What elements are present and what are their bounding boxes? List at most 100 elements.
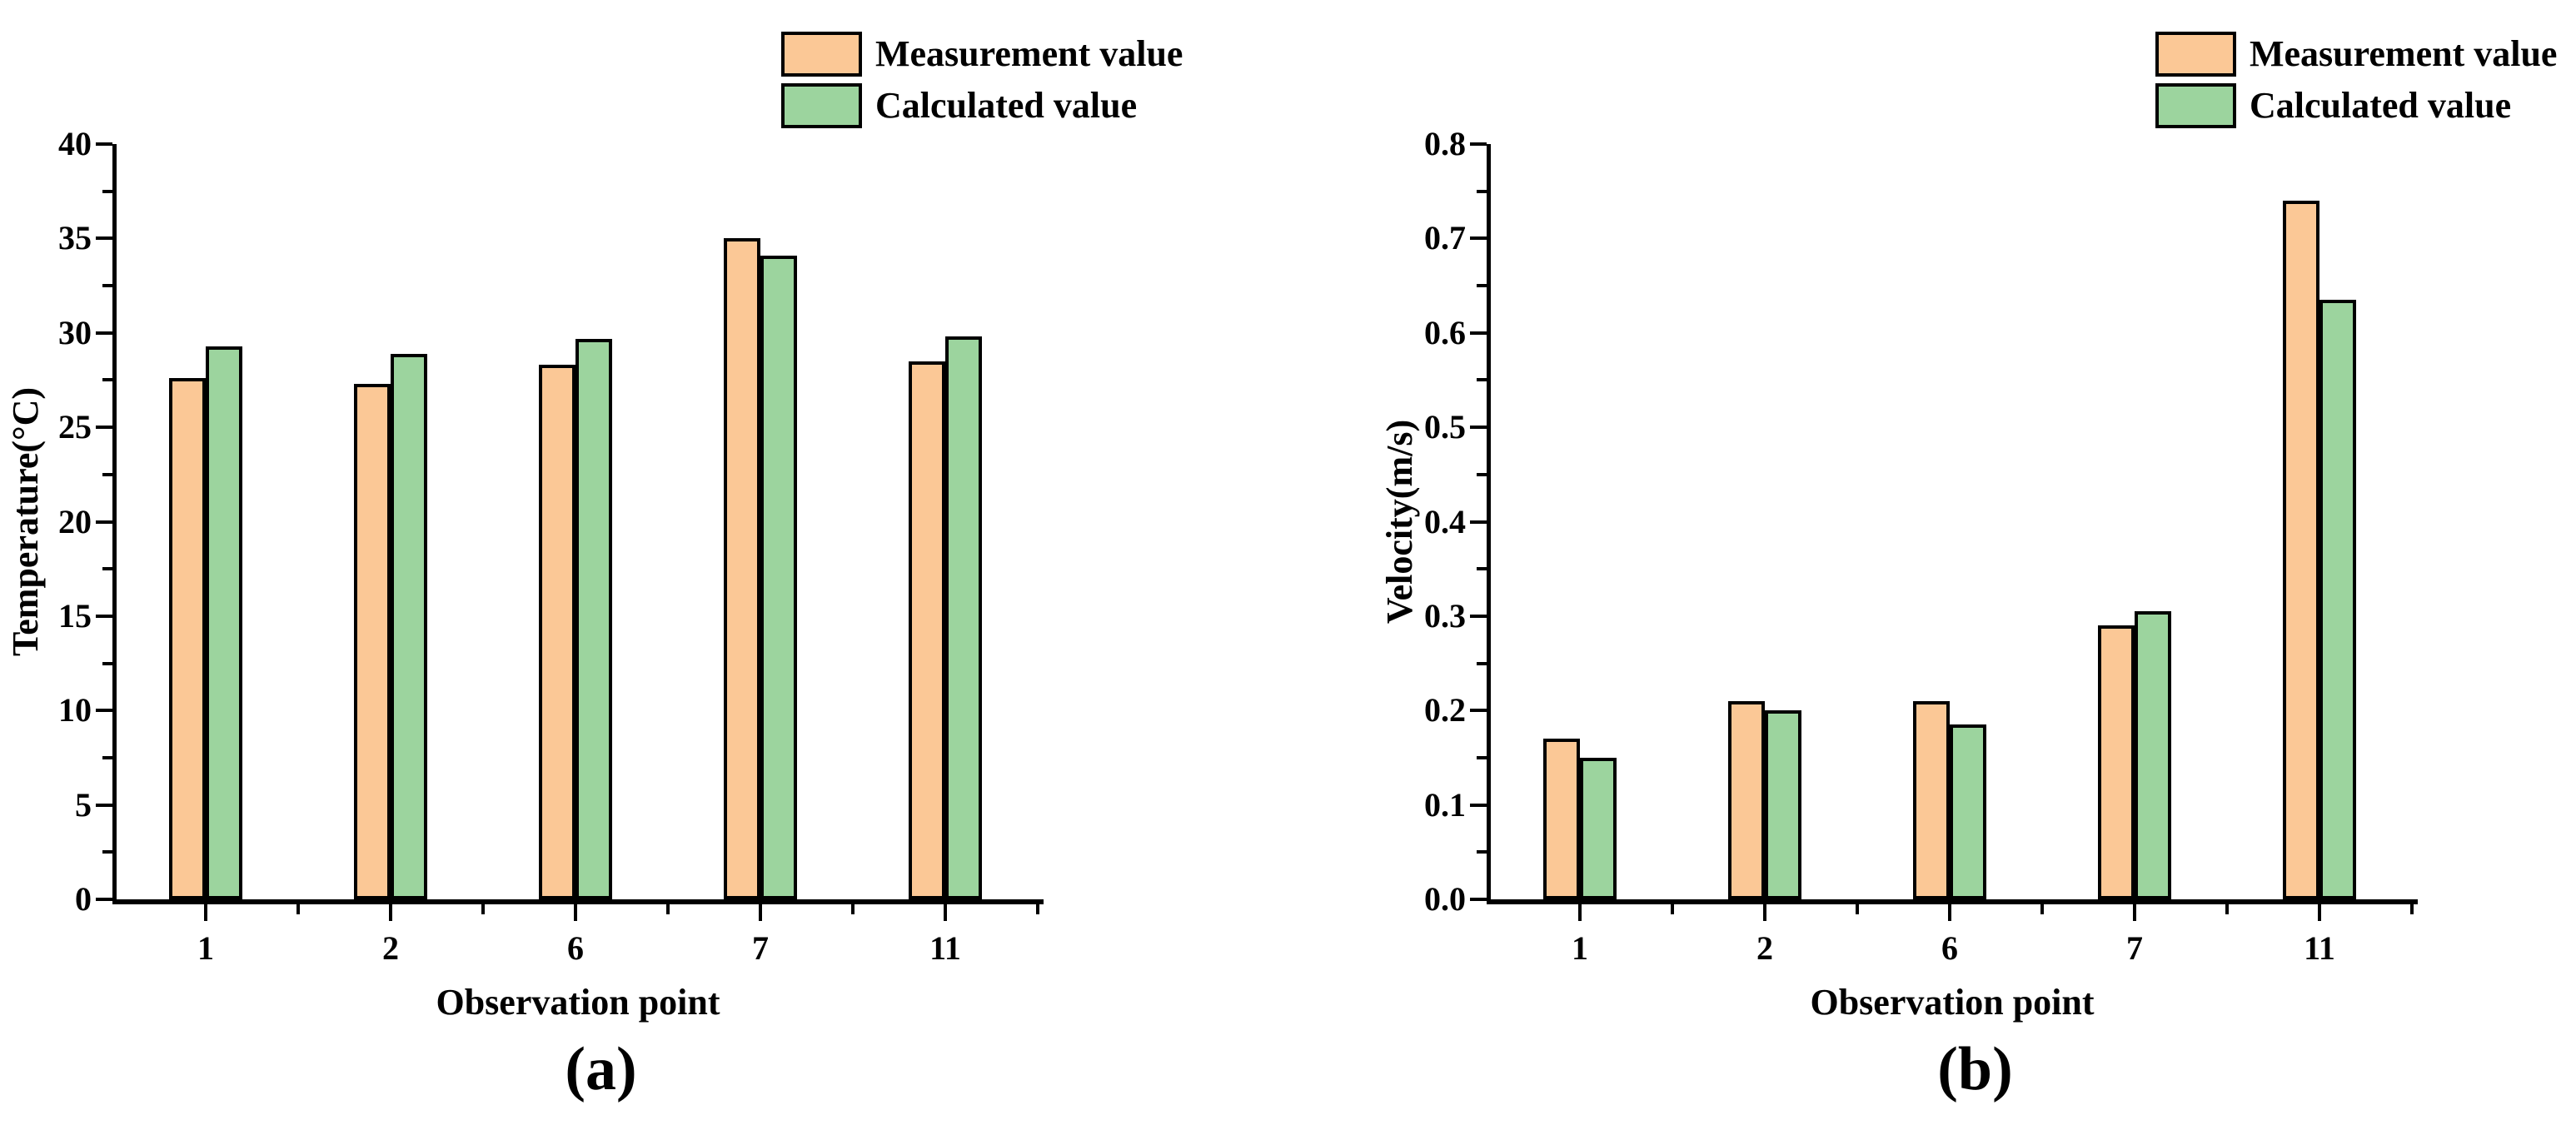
y-minor-tick xyxy=(1477,189,1487,193)
bar-calculated-point-7 xyxy=(2135,611,2171,899)
chart-panel-b: Measurement value Calculated value Veloci… xyxy=(1374,0,2576,1125)
y-minor-tick xyxy=(102,189,112,193)
legend-b: Measurement value Calculated value xyxy=(2155,32,2557,135)
legend-item: Calculated value xyxy=(2155,83,2557,128)
y-tick-label: 0.1 xyxy=(1424,785,1466,824)
y-tick-label: 40 xyxy=(58,125,92,162)
x-axis-title: Observation point xyxy=(1810,982,2095,1023)
bar-measurement-point-1 xyxy=(1543,739,1580,899)
x-tick-label: 6 xyxy=(567,929,584,967)
bar-calculated-point-2 xyxy=(391,354,427,899)
y-major-tick xyxy=(96,898,112,901)
y-major-tick xyxy=(1470,898,1487,901)
y-minor-tick xyxy=(102,850,112,854)
legend-label: Measurement value xyxy=(875,33,1183,74)
x-major-tick xyxy=(574,904,577,921)
legend-item: Measurement value xyxy=(781,32,1183,77)
x-tick-label: 6 xyxy=(1941,929,1958,967)
y-tick-label: 10 xyxy=(58,691,92,729)
y-major-tick xyxy=(1470,709,1487,713)
y-tick-label: 35 xyxy=(58,219,92,257)
bar-calculated-point-11 xyxy=(2319,300,2356,899)
x-major-tick xyxy=(2318,904,2321,921)
y-major-tick xyxy=(96,331,112,335)
y-major-tick xyxy=(1470,236,1487,241)
x-tick-label: 1 xyxy=(197,929,214,967)
x-axis-title: Observation point xyxy=(436,982,720,1023)
x-major-tick xyxy=(389,904,392,921)
x-major-tick xyxy=(2133,904,2136,921)
y-minor-tick xyxy=(102,284,112,288)
y-minor-tick xyxy=(1477,567,1487,571)
legend-swatch-measurement xyxy=(781,32,862,77)
y-minor-tick xyxy=(1477,661,1487,665)
y-tick-label: 0.5 xyxy=(1424,408,1466,446)
y-tick-label: 5 xyxy=(75,785,92,824)
x-axis-line xyxy=(1487,899,2418,904)
y-tick-label: 0.2 xyxy=(1424,691,1466,729)
bar-calculated-point-1 xyxy=(1580,758,1617,899)
bar-calculated-point-6 xyxy=(1950,724,1986,899)
y-major-tick xyxy=(96,520,112,524)
bar-measurement-point-7 xyxy=(2098,625,2135,899)
y-minor-tick xyxy=(1477,472,1487,476)
y-major-tick xyxy=(96,614,112,618)
x-axis-line xyxy=(112,899,1044,904)
x-minor-tick xyxy=(1856,904,1859,914)
legend-item: Measurement value xyxy=(2155,32,2557,77)
y-tick-label: 0.0 xyxy=(1424,880,1466,918)
bar-measurement-point-7 xyxy=(724,238,760,899)
y-major-tick xyxy=(96,803,112,807)
x-minor-tick xyxy=(1036,904,1039,914)
y-minor-tick xyxy=(1477,378,1487,382)
y-tick-label: 20 xyxy=(58,502,92,540)
plot-area-a: 0 5 10 15 20 25 30 35 40 1 2 6 7 11 xyxy=(58,125,1044,967)
bar-calculated-point-6 xyxy=(575,339,612,899)
y-tick-label: 30 xyxy=(58,313,92,351)
x-tick-label: 11 xyxy=(929,929,961,967)
y-minor-tick xyxy=(102,661,112,665)
y-major-tick xyxy=(96,236,112,241)
x-minor-tick xyxy=(2225,904,2229,914)
bar-measurement-point-1 xyxy=(169,378,206,899)
y-major-tick xyxy=(1470,803,1487,807)
bar-measurement-point-2 xyxy=(1728,701,1765,899)
x-tick-label: 7 xyxy=(2126,929,2143,967)
y-tick-label: 0.4 xyxy=(1424,502,1466,540)
x-minor-tick xyxy=(2410,904,2414,914)
y-major-tick xyxy=(1470,142,1487,146)
bar-calculated-point-11 xyxy=(945,336,982,899)
x-minor-tick xyxy=(666,904,670,914)
legend-item: Calculated value xyxy=(781,83,1183,128)
y-minor-tick xyxy=(102,567,112,571)
legend-label: Calculated value xyxy=(875,85,1138,126)
y-tick-label: 0.6 xyxy=(1424,313,1466,351)
bar-measurement-point-11 xyxy=(2283,201,2319,899)
y-minor-tick xyxy=(1477,755,1487,759)
bar-measurement-point-11 xyxy=(909,361,945,899)
panel-caption-b: (b) xyxy=(1937,1035,2013,1103)
plot-area-b: 0.0 0.1 0.2 0.3 0.4 0.5 0.6 0.7 0.8 1 2 6 7 11 xyxy=(1424,125,2418,967)
x-minor-tick xyxy=(851,904,855,914)
legend-swatch-calculated xyxy=(2155,83,2236,128)
x-major-tick xyxy=(944,904,947,921)
x-major-tick xyxy=(1763,904,1766,921)
x-minor-tick xyxy=(2040,904,2044,914)
x-tick-label: 2 xyxy=(1756,929,1773,967)
bar-measurement-point-6 xyxy=(1913,701,1950,899)
legend-label: Measurement value xyxy=(2250,33,2558,74)
x-tick-label: 7 xyxy=(752,929,769,967)
y-major-tick xyxy=(96,426,112,430)
y-minor-tick xyxy=(102,755,112,759)
y-tick-label: 25 xyxy=(58,408,92,446)
x-tick-label: 1 xyxy=(1572,929,1588,967)
y-tick-label: 15 xyxy=(58,596,92,635)
y-tick-label: 0.8 xyxy=(1424,125,1466,162)
y-major-tick xyxy=(1470,614,1487,618)
x-major-tick xyxy=(1948,904,1951,921)
y-major-tick xyxy=(1470,426,1487,430)
x-tick-label: 11 xyxy=(2304,929,2335,967)
legend-label: Calculated value xyxy=(2250,85,2512,126)
y-major-tick xyxy=(96,142,112,146)
